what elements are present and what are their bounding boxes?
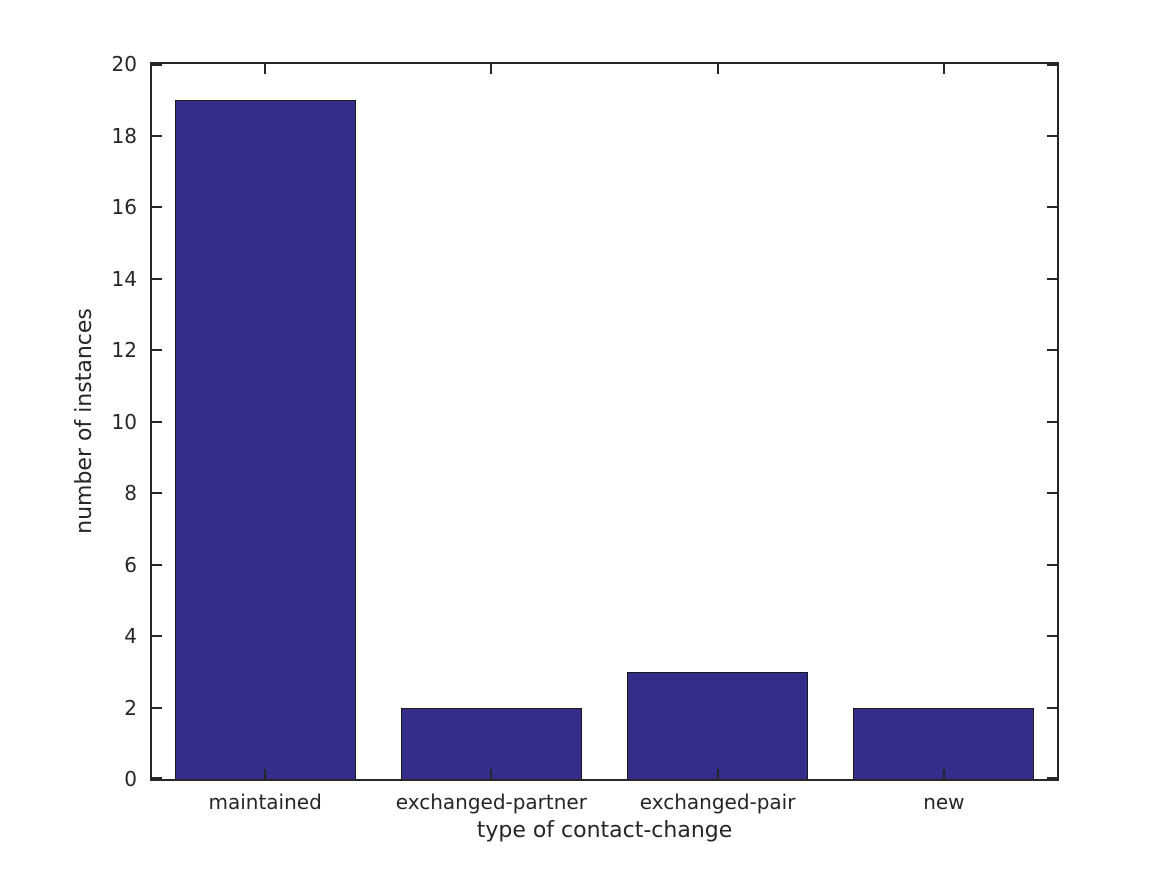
x-tick-label: exchanged-partner	[395, 790, 587, 814]
x-tick	[716, 64, 719, 74]
y-tick-label: 8	[124, 481, 137, 505]
x-tick	[264, 769, 267, 779]
y-tick-label: 10	[111, 409, 137, 434]
x-tick	[490, 64, 493, 74]
x-tick	[942, 769, 945, 779]
y-tick	[1047, 420, 1057, 423]
y-tick	[152, 64, 162, 66]
bar-exchanged-pair	[627, 671, 809, 779]
y-tick	[1047, 349, 1057, 351]
bar-new	[853, 707, 1035, 779]
y-tick	[152, 420, 162, 423]
y-tick-label: 6	[124, 552, 137, 577]
y-tick	[1047, 277, 1057, 280]
y-tick	[1047, 492, 1057, 494]
x-axis-label: type of contact-change	[476, 818, 733, 843]
x-tick	[942, 64, 945, 74]
y-tick-label: 2	[124, 695, 137, 720]
x-tick	[264, 64, 267, 74]
y-tick	[1047, 563, 1057, 566]
x-tick-label: maintained	[208, 790, 322, 814]
y-tick-label: 12	[111, 338, 137, 362]
y-tick	[1047, 64, 1057, 66]
y-tick-label: 18	[111, 123, 137, 148]
x-tick-label: exchanged-pair	[639, 790, 796, 814]
x-tick	[716, 769, 719, 779]
bar-maintained	[174, 99, 356, 779]
y-tick	[1047, 134, 1057, 137]
y-tick-label: 16	[111, 195, 137, 219]
x-tick-label: new	[923, 790, 965, 814]
y-tick	[152, 635, 162, 637]
x-tick	[490, 769, 493, 779]
y-tick	[1047, 777, 1057, 779]
y-tick-label: 0	[124, 767, 137, 791]
y-tick-label: 20	[111, 52, 137, 76]
y-tick	[152, 206, 162, 208]
y-tick	[152, 706, 162, 709]
y-tick	[152, 563, 162, 566]
y-tick	[152, 349, 162, 351]
y-tick	[152, 777, 162, 779]
y-tick	[152, 134, 162, 137]
plot-area	[150, 62, 1059, 781]
y-tick	[1047, 635, 1057, 637]
y-tick	[152, 277, 162, 280]
y-tick	[152, 492, 162, 494]
y-tick	[1047, 206, 1057, 208]
y-tick-label: 14	[111, 266, 137, 291]
bar-exchanged-partner	[400, 707, 582, 779]
y-tick	[1047, 706, 1057, 709]
y-tick-label: 4	[124, 624, 137, 648]
